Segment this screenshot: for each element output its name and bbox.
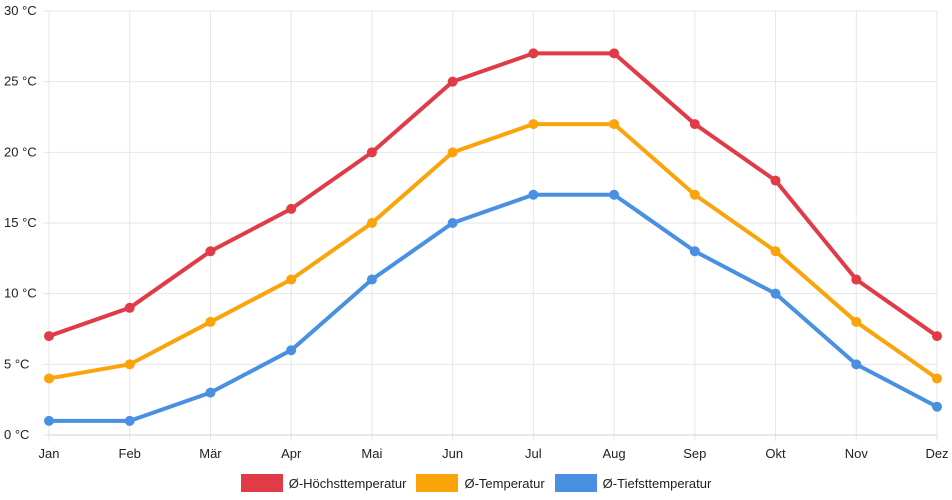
data-point[interactable] [205, 246, 216, 257]
data-point[interactable] [286, 345, 297, 356]
series-line [47, 122, 939, 381]
data-point[interactable] [205, 316, 216, 327]
y-tick-label: 15 °C [4, 215, 37, 230]
legend-label: Ø-Höchsttemperatur [288, 475, 407, 491]
data-point[interactable] [932, 373, 942, 384]
x-tick-label: Jul [525, 446, 542, 461]
data-point[interactable] [366, 218, 377, 228]
data-point[interactable] [447, 76, 458, 87]
y-tick-label: 10 °C [4, 286, 37, 301]
series-line [47, 51, 939, 339]
x-tick-label: Dez [925, 446, 948, 461]
data-point[interactable] [528, 119, 539, 130]
data-point[interactable] [851, 274, 862, 285]
data-point[interactable] [124, 302, 135, 313]
y-tick-label: 30 °C [4, 3, 37, 18]
data-point[interactable] [124, 359, 135, 370]
data-point[interactable] [932, 331, 942, 342]
series-1 [44, 48, 942, 342]
x-tick-label: Mär [199, 446, 222, 461]
legend-label: Ø-Tiefsttemperatur [602, 475, 712, 491]
axes: 0 °C 5 °C 10 °C 15 °C 20 °C 25 °C 30 °C Jan Feb M… [4, 3, 949, 461]
x-tick-label: Aug [603, 446, 626, 461]
legend-item-1[interactable]: Ø-Höchsttemperatur [240, 474, 407, 492]
legend: Ø-Höchsttemperatur Ø-Temperatur Ø-Tiefstte… [0, 472, 952, 494]
data-point[interactable] [609, 48, 620, 59]
data-point[interactable] [366, 147, 377, 158]
data-point[interactable] [851, 316, 862, 327]
data-point[interactable] [366, 274, 377, 285]
data-point[interactable] [851, 359, 862, 370]
legend-swatch [240, 474, 283, 492]
data-point[interactable] [447, 218, 458, 228]
data-point[interactable] [528, 189, 539, 200]
data-point[interactable] [689, 246, 700, 257]
x-tick-label: Mai [361, 446, 382, 461]
series-2 [44, 119, 942, 384]
legend-item-3[interactable]: Ø-Tiefsttemperatur [554, 474, 712, 492]
series-line [47, 192, 939, 423]
data-point[interactable] [609, 119, 620, 130]
y-tick-label: 20 °C [4, 144, 37, 159]
data-point[interactable] [932, 401, 942, 412]
data-point[interactable] [689, 119, 700, 130]
x-tick-label: Nov [845, 446, 869, 461]
y-tick-label: 0 °C [4, 427, 29, 442]
data-point[interactable] [770, 288, 781, 299]
y-tick-label: 25 °C [4, 74, 37, 89]
x-tick-label: Apr [281, 446, 302, 461]
data-point[interactable] [44, 373, 54, 384]
data-point[interactable] [447, 147, 458, 158]
data-point[interactable] [770, 175, 781, 186]
legend-swatch [554, 474, 597, 492]
data-point[interactable] [44, 331, 54, 342]
data-point[interactable] [286, 274, 297, 285]
y-tick-label: 5 °C [4, 356, 29, 371]
x-tick-label: Okt [765, 446, 786, 461]
legend-item-2[interactable]: Ø-Temperatur [416, 474, 545, 492]
legend-label: Ø-Temperatur [464, 475, 545, 491]
data-point[interactable] [44, 415, 54, 426]
series-3 [44, 189, 942, 426]
x-tick-label: Feb [119, 446, 141, 461]
x-tick-label: Jun [442, 446, 463, 461]
x-tick-label: Sep [683, 446, 706, 461]
data-point[interactable] [124, 415, 135, 426]
data-point[interactable] [689, 189, 700, 200]
grid [43, 10, 938, 441]
series-lines [44, 48, 942, 426]
legend-swatch [416, 474, 459, 492]
data-point[interactable] [770, 246, 781, 257]
data-point[interactable] [205, 387, 216, 398]
x-tick-label: Jan [39, 446, 60, 461]
chart-canvas: 0 °C 5 °C 10 °C 15 °C 20 °C 25 °C 30 °C Jan Feb M… [4, 3, 949, 461]
data-point[interactable] [286, 203, 297, 214]
data-point[interactable] [609, 189, 620, 200]
data-point[interactable] [528, 48, 539, 59]
